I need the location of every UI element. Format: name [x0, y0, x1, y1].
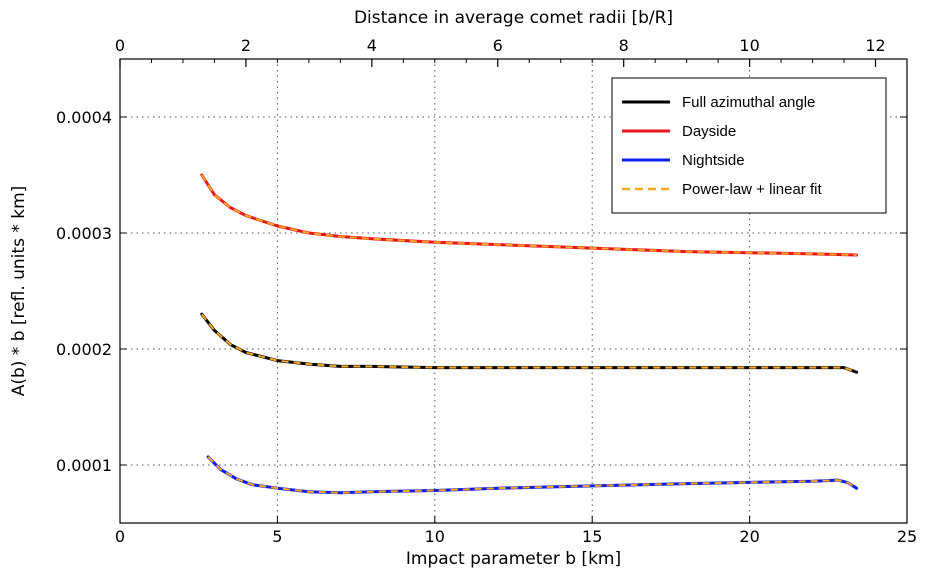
y-tick-label: 0.0004: [56, 108, 112, 127]
plot-frame: [119, 58, 908, 524]
x-tick-label: 0: [115, 527, 125, 546]
tick-layer: 0.0001 0.0002 0.0003 0.0004 0 5 10 15 20 25 0 2 4 6 8 1…: [56, 36, 917, 546]
fit-line: [200, 174, 857, 256]
x2-tick-label: 4: [367, 36, 377, 55]
y-tick-label: 0.0001: [56, 456, 112, 475]
legend-label: Nightside: [682, 152, 745, 169]
x2-tick-label: 0: [115, 36, 125, 55]
bottom-axis-title: Impact parameter b [km]: [406, 549, 621, 569]
top-axis-title: Distance in average comet radii [b/R]: [354, 8, 673, 28]
fit-line: [201, 313, 857, 374]
legend: Full azimuthal angle Dayside Nightside Powe…: [611, 77, 887, 214]
x-tick-label: 20: [739, 527, 759, 546]
x2-tick-label: 2: [241, 36, 251, 55]
legend-label: Full azimuthal angle: [682, 94, 815, 111]
legend-label: Dayside: [682, 123, 736, 140]
x2-tick-label: 6: [493, 36, 503, 55]
x-tick-label: 15: [582, 527, 602, 546]
x-tick-label: 25: [897, 527, 917, 546]
legend-label: Power-law + linear fit: [682, 181, 822, 198]
x2-tick-label: 12: [865, 36, 885, 55]
x-tick-label: 10: [425, 527, 445, 546]
x-tick-label: 5: [272, 527, 282, 546]
x2-tick-label: 10: [739, 36, 759, 55]
series-layer: [200, 173, 859, 495]
series-line: [206, 455, 859, 495]
y-tick-label: 0.0003: [56, 224, 112, 243]
y-tick-label: 0.0002: [56, 340, 112, 359]
left-axis-title: A(b) * b [refl. units * km]: [9, 186, 29, 397]
x2-tick-label: 8: [619, 36, 629, 55]
